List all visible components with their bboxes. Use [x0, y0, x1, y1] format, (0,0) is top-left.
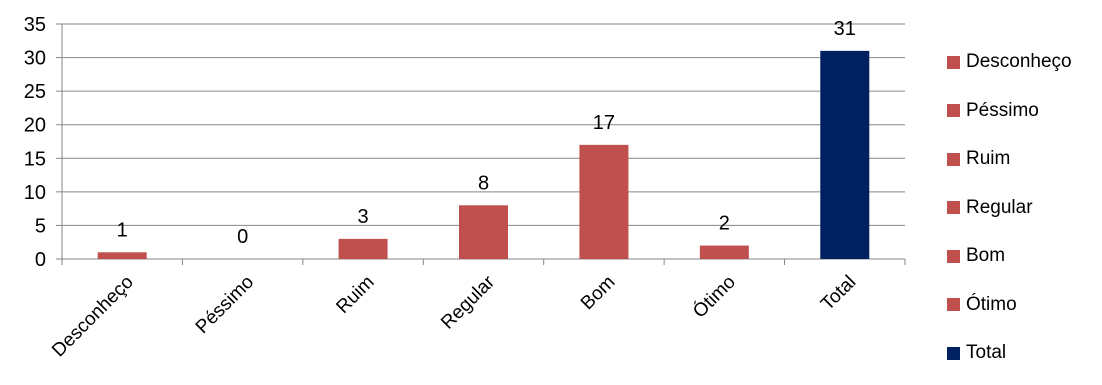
legend-item: Ruim: [947, 135, 1097, 184]
x-tick-label: Bom: [577, 272, 619, 314]
data-label: 1: [117, 219, 128, 241]
data-label: 0: [237, 226, 248, 248]
legend-swatch: [947, 249, 960, 263]
y-tick-label: 20: [24, 115, 46, 137]
legend-swatch: [947, 201, 960, 215]
y-tick-label: 25: [24, 81, 46, 103]
legend-label: Regular: [966, 196, 1033, 218]
data-label: 3: [358, 206, 369, 228]
legend-swatch: [947, 152, 960, 166]
x-tick-label: Regular: [437, 271, 499, 333]
bar: [97, 252, 147, 259]
legend-swatch: [947, 55, 960, 69]
x-tick-label: Ruim: [332, 272, 378, 318]
chart-legend: Desconheço Péssimo Ruim Regular Bom Ótimo Tota…: [947, 38, 1097, 378]
legend-label: Total: [966, 342, 1007, 364]
x-tick-label: Total: [817, 272, 860, 315]
legend-label: Péssimo: [966, 99, 1039, 121]
bar: [459, 205, 508, 259]
legend-label: Desconheço: [966, 51, 1072, 73]
x-tick-label: Desconheço: [48, 272, 138, 362]
x-tick-label: Ótimo: [688, 271, 739, 322]
legend-swatch: [947, 346, 960, 360]
y-tick-label: 10: [24, 182, 46, 204]
legend-label: Ruim: [966, 148, 1011, 170]
legend-item: Regular: [947, 184, 1097, 233]
data-label: 31: [834, 18, 856, 40]
data-label: 17: [593, 112, 615, 134]
y-tick-label: 0: [35, 249, 46, 271]
legend-item: Péssimo: [947, 87, 1097, 136]
bar: [699, 245, 749, 259]
legend-label: Ótimo: [966, 293, 1017, 315]
legend-swatch: [947, 298, 960, 312]
bar: [820, 50, 870, 259]
legend-label: Bom: [966, 245, 1006, 267]
bar: [338, 238, 388, 259]
data-label: 8: [478, 172, 489, 194]
bar: [579, 144, 629, 259]
legend-item: Total: [947, 329, 1097, 378]
y-tick-label: 35: [24, 14, 46, 36]
y-tick-label: 15: [24, 148, 46, 170]
y-tick-label: 5: [35, 215, 46, 237]
data-label: 2: [719, 213, 730, 235]
legend-item: Ótimo: [947, 281, 1097, 330]
legend-item: Desconheço: [947, 38, 1097, 87]
legend-swatch: [947, 104, 960, 118]
legend-item: Bom: [947, 232, 1097, 281]
x-tick-label: Péssimo: [192, 272, 258, 338]
y-tick-label: 30: [24, 48, 46, 70]
